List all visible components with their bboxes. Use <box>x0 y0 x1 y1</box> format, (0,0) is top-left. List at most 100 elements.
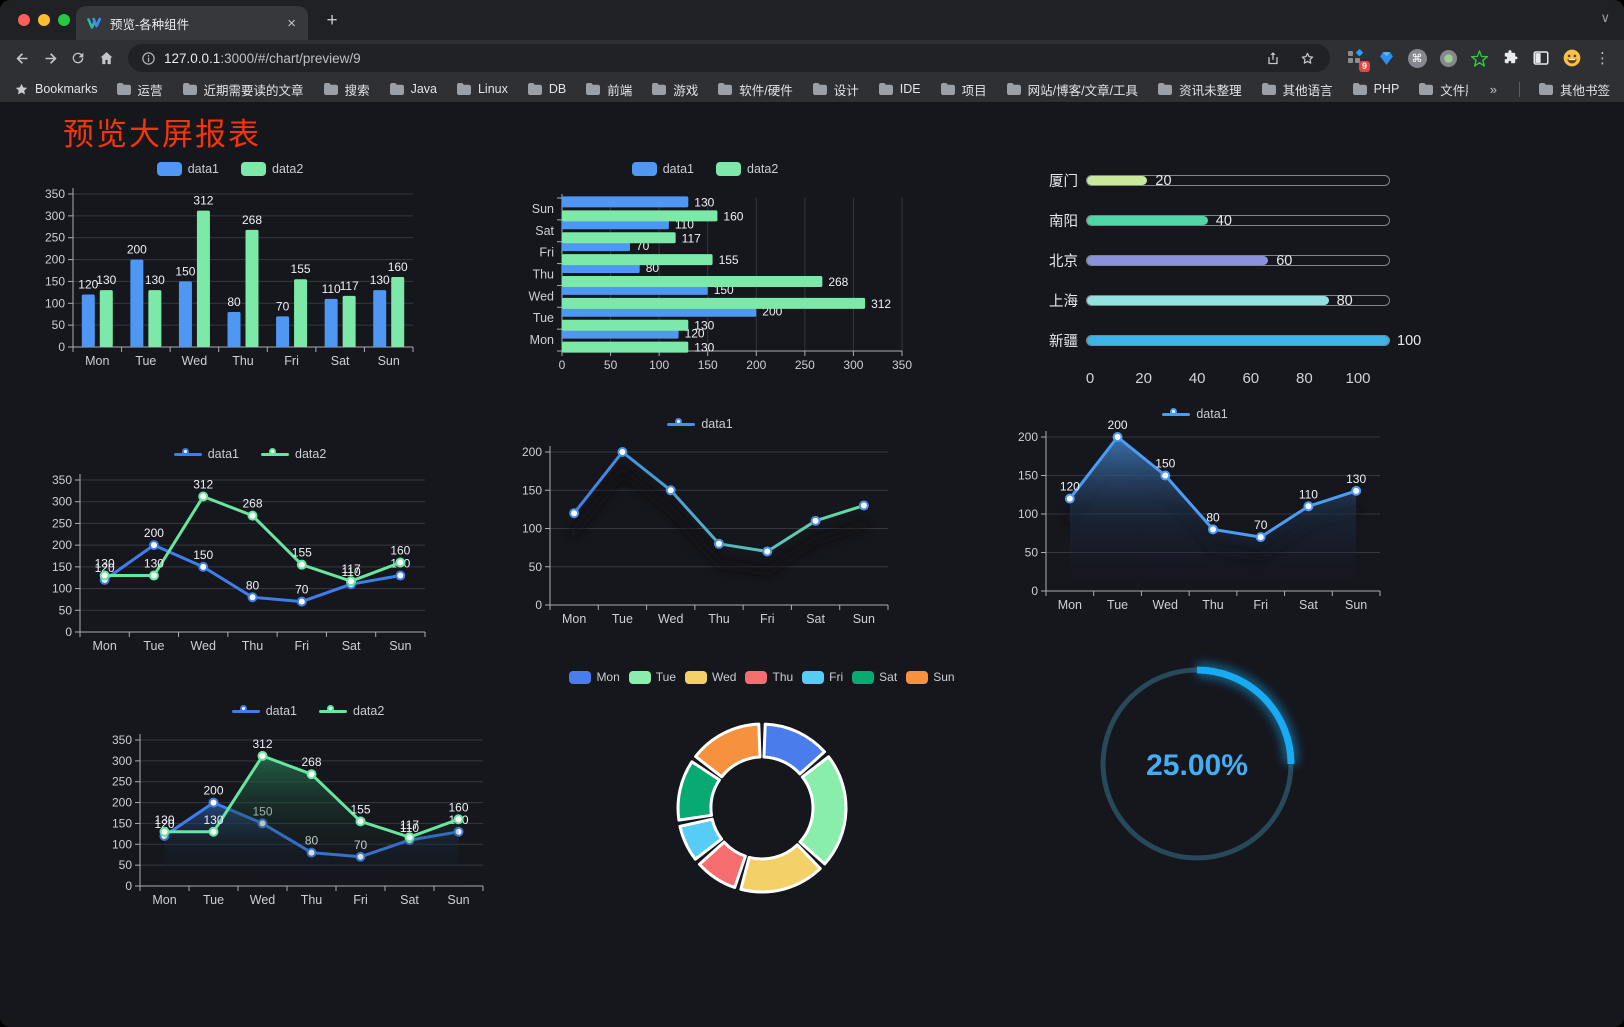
bar[interactable] <box>373 290 387 347</box>
data-point[interactable] <box>355 816 366 827</box>
bar[interactable] <box>562 232 676 244</box>
bar[interactable] <box>196 210 210 347</box>
tab-close-icon[interactable]: × <box>287 14 296 32</box>
bar[interactable] <box>562 276 823 287</box>
extension-command-icon[interactable]: ⌘ <box>1406 47 1428 69</box>
blue-area-chart[interactable]: data1 0 50 100 150 200 Mon Tue Wed Thu Fri Sat Sun 1… <box>1005 403 1385 613</box>
legend-item-data1[interactable]: data1 <box>1162 407 1228 421</box>
donut-chart[interactable]: Mon Tue Wed Thu Fri Sat Sun <box>552 666 972 996</box>
data-point[interactable] <box>395 570 406 581</box>
progress-bar-chart[interactable]: 厦门 20 南阳 40 北京 60 上海 80 新疆 100 0 20 40 60 80 100 <box>1040 160 1421 405</box>
bar[interactable] <box>99 290 113 347</box>
legend-item-Thu[interactable]: Thu <box>745 670 793 684</box>
bar[interactable] <box>562 196 689 208</box>
home-button[interactable] <box>92 44 120 72</box>
bookmark-folder[interactable]: Java <box>389 82 437 96</box>
bar[interactable] <box>245 229 259 347</box>
close-window-button[interactable] <box>18 14 30 26</box>
data-point[interactable] <box>247 592 258 603</box>
data-point[interactable] <box>762 546 773 557</box>
progress-row-南阳[interactable]: 南阳 40 <box>1040 200 1390 240</box>
other-bookmarks[interactable]: 其他书签 <box>1538 80 1610 99</box>
data-point[interactable] <box>208 826 219 837</box>
new-tab-button[interactable]: + <box>326 10 338 31</box>
legend-item-data1[interactable]: data1 <box>667 417 733 431</box>
legend-item-data1[interactable]: data1 <box>231 704 297 718</box>
data-point[interactable] <box>714 538 724 549</box>
gauge-chart[interactable]: 25.00% <box>1077 644 1317 884</box>
bookmark-folder[interactable]: 游戏 <box>651 80 698 99</box>
gradient-line-chart[interactable]: data1 0 50 100 150 200 Mon Tue Wed Thu Fri Sat Sun <box>500 413 900 626</box>
legend-item-data2[interactable]: data2 <box>319 704 384 718</box>
legend-item-Sun[interactable]: Sun <box>906 670 955 684</box>
data-point[interactable] <box>257 750 268 761</box>
data-point[interactable] <box>198 561 209 572</box>
bookmark-folder[interactable]: 近期需要读的文章 <box>182 80 304 99</box>
pie-segment-Sat[interactable] <box>676 760 721 822</box>
data-point[interactable] <box>296 596 307 607</box>
pie-segment-Fri[interactable] <box>678 817 724 861</box>
horizontal-bar-chart[interactable]: data1 data2 0 50 100 150 200 250 300 350 Mon Tue We… <box>505 158 912 388</box>
blue-area-chart-canvas[interactable]: 0 50 100 150 200 Mon Tue Wed Thu Fri Sat Sun 120 200 1… <box>1005 418 1385 612</box>
bar[interactable] <box>562 319 689 331</box>
profile-avatar[interactable] <box>1561 47 1583 69</box>
bookmark-folder[interactable]: 运营 <box>116 80 163 99</box>
data-point[interactable] <box>198 491 209 502</box>
reload-button[interactable] <box>64 44 92 72</box>
bar[interactable] <box>276 316 290 347</box>
bar[interactable] <box>227 312 241 347</box>
bookmark-folder[interactable]: DB <box>527 82 566 96</box>
forward-button[interactable] <box>36 44 64 72</box>
two-series-area-chart-canvas[interactable]: 0 50 100 150 200 250 300 350 Mon Tue Wed Thu Fri Sat S… <box>98 723 518 923</box>
extension-gem-icon[interactable] <box>1375 47 1397 69</box>
pie-segment-Thu[interactable] <box>698 840 747 889</box>
extension-star-icon[interactable] <box>1468 47 1490 69</box>
pie-segment-Mon[interactable] <box>762 722 826 776</box>
browser-tab[interactable]: 预览-各种组件 × <box>76 6 308 40</box>
data-point[interactable] <box>159 826 170 837</box>
extension-grid-icon[interactable]: 9 <box>1344 47 1370 72</box>
bar[interactable] <box>391 277 405 347</box>
data-point[interactable] <box>395 557 406 568</box>
data-point[interactable] <box>1160 470 1171 481</box>
legend-item-data2[interactable]: data2 <box>241 162 303 176</box>
bookmarks-overflow-chevron[interactable]: » <box>1489 81 1497 97</box>
bar[interactable] <box>562 254 713 266</box>
bookmark-folder[interactable]: 搜索 <box>323 80 370 99</box>
bookmark-folder[interactable]: PHP <box>1352 82 1399 96</box>
bookmark-star-icon[interactable] <box>1296 47 1318 69</box>
bookmark-folder[interactable]: 文件服务器 <box>1418 80 1468 99</box>
data-point[interactable] <box>617 447 628 457</box>
bar[interactable] <box>294 279 308 347</box>
pie-segment-Sun[interactable] <box>694 722 762 779</box>
bookmark-folder[interactable]: Linux <box>456 82 508 96</box>
legend-item-Fri[interactable]: Fri <box>802 670 843 684</box>
bookmark-folder[interactable]: 网站/博客/文章/工具 <box>1006 80 1138 99</box>
donut-chart-canvas[interactable] <box>552 689 972 989</box>
legend-item-Wed[interactable]: Wed <box>685 670 736 684</box>
data-point[interactable] <box>569 508 580 519</box>
data-point[interactable] <box>1351 485 1362 496</box>
site-info-icon[interactable] <box>140 47 156 69</box>
bookmark-folder[interactable]: 前端 <box>585 80 632 99</box>
two-series-line-chart[interactable]: data1 data2 0 50 100 150 200 250 300 350 Mon Tue We… <box>35 443 465 658</box>
address-bar[interactable]: 127.0.0.1:3000/#/chart/preview/9 <box>128 44 1330 72</box>
data-point[interactable] <box>1303 501 1314 512</box>
data-point[interactable] <box>247 510 258 521</box>
bar[interactable] <box>178 281 192 347</box>
side-panel-icon[interactable] <box>1530 47 1552 69</box>
minimize-window-button[interactable] <box>38 14 50 26</box>
legend-item-data1[interactable]: data1 <box>631 162 694 176</box>
progress-row-新疆[interactable]: 新疆 100 <box>1040 320 1421 360</box>
bar[interactable] <box>562 210 718 222</box>
progress-row-上海[interactable]: 上海 80 <box>1040 280 1390 320</box>
data-point[interactable] <box>346 576 357 587</box>
legend-item-Tue[interactable]: Tue <box>628 670 676 684</box>
bookmark-folder[interactable]: 设计 <box>812 80 859 99</box>
data-point[interactable] <box>404 832 415 843</box>
bar[interactable] <box>81 294 95 347</box>
data-point[interactable] <box>296 559 307 570</box>
back-button[interactable] <box>8 44 36 72</box>
browser-menu-icon[interactable]: ⋮ <box>1595 50 1610 67</box>
data-point[interactable] <box>208 797 219 808</box>
